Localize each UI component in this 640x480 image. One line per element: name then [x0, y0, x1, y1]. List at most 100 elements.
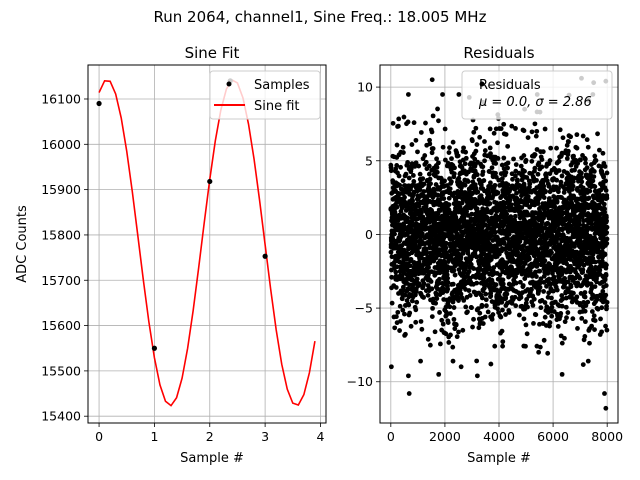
residual-point — [547, 320, 553, 325]
residual-point — [604, 262, 609, 268]
residual-point — [503, 170, 509, 175]
residual-point — [551, 288, 556, 294]
residual-point — [575, 326, 580, 331]
residual-point — [604, 303, 609, 309]
residuals-legend-box — [461, 70, 613, 120]
residual-point — [508, 202, 514, 208]
residual-point — [523, 322, 529, 328]
residual-point — [444, 272, 450, 278]
residual-point — [447, 304, 453, 310]
residual-point — [474, 358, 480, 364]
residual-point — [434, 169, 440, 175]
residual-point — [409, 207, 415, 213]
residual-point — [566, 139, 571, 145]
residual-point — [499, 328, 505, 334]
legend-residuals-stats: μ = 0.0, σ = 2.86 — [478, 95, 592, 110]
residual-point — [590, 255, 596, 261]
residual-point — [486, 264, 492, 270]
residual-point — [389, 300, 395, 306]
sine-fit-ytick-label: 15700 — [41, 273, 81, 288]
residual-point — [474, 172, 480, 178]
residual-point — [489, 299, 495, 304]
residual-point — [408, 323, 414, 329]
residual-point — [554, 177, 560, 183]
residual-point — [487, 126, 493, 132]
residual-point — [415, 149, 420, 155]
residual-point — [532, 165, 538, 171]
residual-point — [418, 358, 423, 364]
residual-point — [529, 287, 534, 292]
residual-point — [541, 273, 547, 279]
residual-point — [481, 275, 487, 281]
residual-point — [483, 297, 489, 303]
sine-fit-ytick-label: 15800 — [41, 227, 81, 242]
residual-point — [413, 319, 419, 325]
residual-point — [600, 288, 606, 294]
residual-point — [603, 273, 609, 278]
residual-point — [428, 279, 434, 284]
residual-point — [392, 231, 397, 237]
residual-point — [445, 275, 451, 281]
residual-point — [449, 179, 454, 185]
residual-point — [461, 297, 467, 303]
residual-point — [501, 240, 507, 246]
residual-point — [473, 125, 479, 131]
residual-point — [513, 173, 518, 179]
residual-point — [500, 307, 505, 313]
residual-point — [602, 209, 608, 215]
residual-point — [441, 196, 447, 201]
residual-point — [451, 316, 457, 322]
residual-point — [439, 317, 445, 323]
residual-point — [539, 219, 545, 225]
residual-point — [529, 158, 535, 164]
residual-point — [474, 280, 480, 286]
residual-point — [421, 295, 426, 300]
residuals-xtick-label: 4000 — [483, 429, 515, 444]
residual-point — [499, 299, 505, 305]
residual-point — [477, 310, 483, 316]
residual-point — [601, 174, 607, 180]
residual-point — [467, 293, 473, 298]
sine-fit-ytick-label: 15400 — [41, 409, 81, 424]
residual-point — [453, 214, 459, 220]
residual-point — [505, 160, 511, 166]
residual-point — [549, 313, 555, 319]
residual-point — [432, 329, 438, 335]
residual-point — [503, 132, 509, 137]
residuals-ytick-label: 5 — [365, 153, 373, 168]
residual-point — [463, 266, 468, 272]
residual-point — [574, 132, 580, 138]
residual-point — [430, 146, 436, 151]
residual-point — [493, 170, 498, 176]
residual-point — [522, 168, 527, 174]
residual-point — [565, 279, 571, 285]
residual-point — [503, 312, 508, 317]
residual-point — [505, 182, 511, 188]
residual-point — [515, 249, 521, 255]
residual-point — [488, 151, 493, 157]
residual-point — [576, 222, 582, 227]
residual-point — [523, 157, 529, 163]
residual-point — [585, 250, 591, 256]
residual-point — [440, 92, 445, 97]
residual-point — [571, 153, 576, 159]
sine-fit-legend-box — [209, 70, 321, 120]
residual-point — [489, 316, 495, 322]
residual-point — [504, 211, 510, 217]
residual-point — [463, 155, 469, 161]
residual-point — [445, 320, 451, 325]
residual-point — [388, 249, 394, 255]
residual-point — [482, 158, 487, 164]
residual-point — [456, 329, 461, 335]
residual-point — [414, 299, 420, 305]
residual-point — [446, 195, 452, 201]
residual-point — [427, 260, 433, 266]
residual-point — [544, 283, 549, 289]
residual-point — [471, 129, 477, 135]
residual-point — [402, 292, 408, 298]
residual-point — [437, 270, 443, 276]
residual-point — [429, 314, 435, 319]
residual-point — [511, 156, 516, 162]
residual-point — [537, 268, 543, 274]
residual-point — [389, 254, 395, 260]
